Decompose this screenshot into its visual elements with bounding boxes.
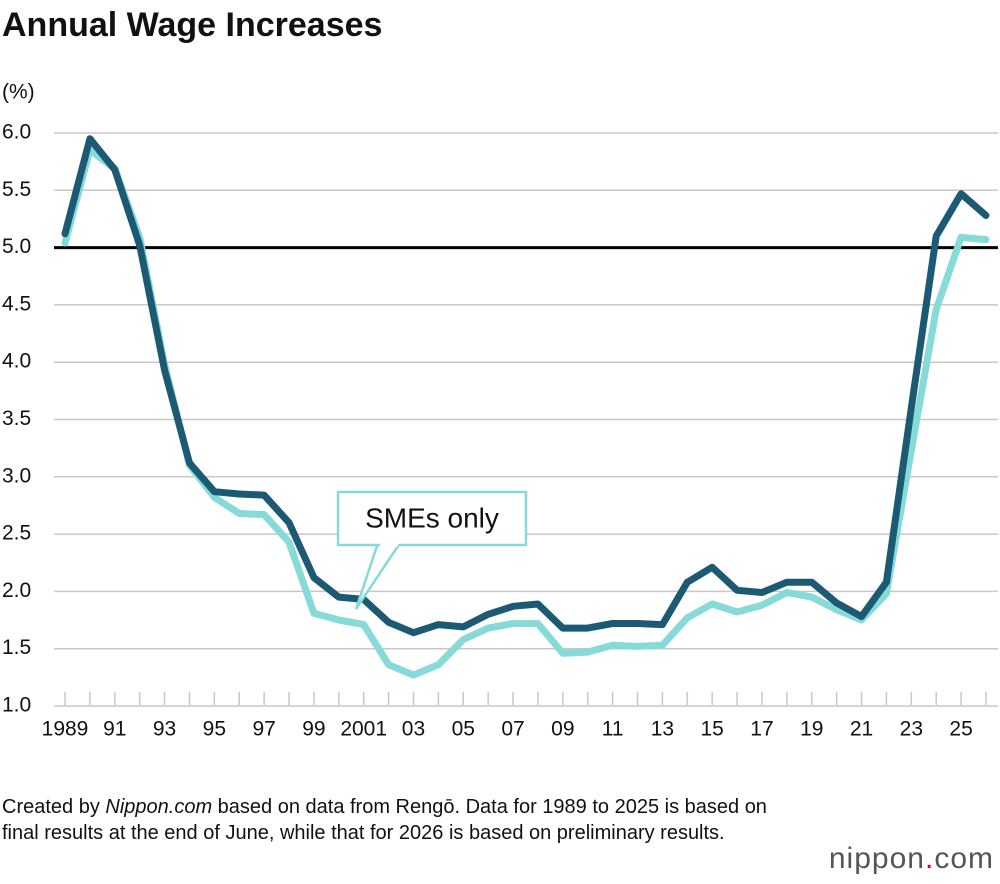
y-tick-label: 4.5 [2,292,31,315]
x-tick-label: 93 [153,718,176,741]
x-tick-label: 15 [701,718,724,741]
y-tick-label: 2.5 [2,522,31,545]
legend-label: SMEs only [365,502,499,533]
logo-text: com [934,842,994,875]
callout-pointer [354,542,402,610]
logo: nippon.com [829,842,994,876]
x-tick-label: 05 [452,718,475,741]
x-tick-label: 25 [949,718,972,741]
x-tick-label: 09 [551,718,574,741]
series-line [61,146,990,679]
y-tick-label: 4.0 [2,350,31,373]
x-tick-label: 07 [501,718,524,741]
y-tick-label: 5.0 [2,235,31,258]
x-tick-label: 17 [750,718,773,741]
y-tick-label: 3.5 [2,407,31,430]
note-text: based on data from Rengō. Data for 1989 … [2,796,767,844]
x-tick-label: 03 [402,718,425,741]
y-axis-label: (%) [2,81,35,104]
chart-title: Annual Wage Increases [2,6,382,44]
series-line [61,135,990,637]
x-tick-label: 91 [103,718,126,741]
x-tick-label: 99 [302,718,325,741]
x-tick-label: 11 [602,718,624,741]
x-tick-label: 21 [850,718,873,741]
x-tick-label: 1989 [42,718,89,741]
logo-text: nippon [828,842,925,875]
x-tick-label: 2001 [340,718,387,741]
x-tick-label: 97 [252,718,275,741]
chart: Annual Wage Increases (%) 1.0 1.5 2.0 2.5 3.… [2,6,998,741]
x-tick-label: 95 [203,718,226,741]
y-tick-label: 6.0 [2,121,31,144]
x-tick-label: 19 [800,718,823,741]
x-tick-label: 23 [900,718,923,741]
y-tick-label: 1.0 [2,694,31,717]
y-tick-label: 3.0 [2,464,31,487]
y-tick-label: 1.5 [2,636,31,659]
footnote: Created by Nippon.com based on data from… [2,794,772,846]
y-tick-label: 5.5 [2,178,31,201]
y-tick-label: 2.0 [2,579,31,602]
note-source: Nippon.com [105,796,213,818]
note-text: Created by [2,796,106,818]
logo-dot: . [924,842,935,875]
x-tick-label: 13 [651,718,674,741]
callout-box [336,490,528,547]
